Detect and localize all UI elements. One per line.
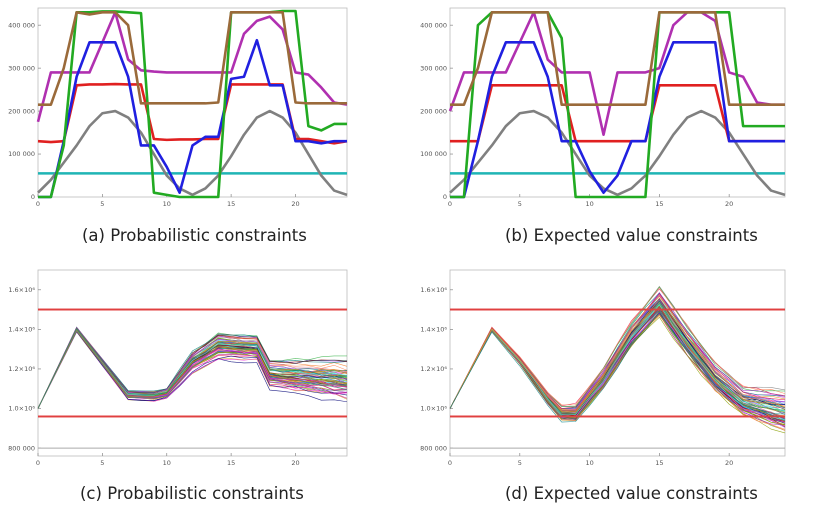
x-tick-label: 10 xyxy=(163,200,171,208)
scenario-line xyxy=(449,295,786,412)
caption-d: (d) Expected value constraints xyxy=(505,484,758,503)
x-tick-label: 15 xyxy=(227,459,235,467)
caption-c: (c) Probabilistic constraints xyxy=(80,484,304,503)
scenario-line xyxy=(449,315,786,431)
scenario-line xyxy=(449,313,786,424)
y-tick-label: 400 000 xyxy=(8,21,35,29)
plot-frame xyxy=(37,269,348,457)
y-tick-label: 800 000 xyxy=(8,444,35,452)
y-tick-label: 100 000 xyxy=(8,150,35,158)
x-tick-label: 5 xyxy=(518,200,522,208)
scenario-line xyxy=(449,311,786,431)
y-tick-label: 1.2×10⁶ xyxy=(420,365,447,373)
scenario-line xyxy=(449,311,786,425)
x-tick-label: 10 xyxy=(585,459,593,467)
y-tick-label: 1.6×10⁶ xyxy=(8,286,35,294)
scenario-line xyxy=(449,312,786,428)
y-tick-label: 1.4×10⁶ xyxy=(420,326,447,334)
series-line xyxy=(449,109,786,197)
series-line xyxy=(450,41,785,199)
scenario-line xyxy=(37,327,348,409)
chart-c: 0 5 10 15 20 800 000 1.0×10⁶ 1.2×10⁶ 1.4×10⁶ 1.6×… xyxy=(8,269,348,467)
x-tick-label: 0 xyxy=(448,459,452,467)
scenario-line xyxy=(37,328,348,409)
x-tick-label: 5 xyxy=(100,459,104,467)
x-tick-label: 20 xyxy=(725,200,733,208)
y-tick-label: 400 000 xyxy=(420,21,447,29)
x-tick-label: 15 xyxy=(227,200,235,208)
y-tick-label: 300 000 xyxy=(8,64,35,72)
y-tick-label: 300 000 xyxy=(420,64,447,72)
x-tick-label: 20 xyxy=(291,459,299,467)
scenario-line xyxy=(37,331,348,409)
y-tick-label: 1.6×10⁶ xyxy=(420,286,447,294)
x-tick-label: 5 xyxy=(100,200,104,208)
x-tick-label: 0 xyxy=(36,459,40,467)
scenario-line xyxy=(37,329,348,409)
y-tick-label: 1.0×10⁶ xyxy=(420,405,447,413)
y-tick-label: 200 000 xyxy=(8,107,35,115)
scenario-line xyxy=(449,314,786,430)
series-line xyxy=(448,11,785,137)
y-tick-label: 800 000 xyxy=(420,444,447,452)
y-tick-label: 0 xyxy=(31,193,35,201)
plot-frame xyxy=(449,269,786,457)
series-line xyxy=(450,11,785,106)
x-tick-label: 0 xyxy=(448,200,452,208)
y-tick-label: 100 000 xyxy=(420,150,447,158)
scenario-line xyxy=(449,311,786,426)
scenario-line xyxy=(449,311,786,427)
series-line xyxy=(36,11,348,123)
x-tick-label: 5 xyxy=(518,459,522,467)
x-tick-label: 10 xyxy=(163,459,171,467)
y-tick-label: 1.4×10⁶ xyxy=(8,326,35,334)
scenario-line xyxy=(449,292,786,411)
scenario-line xyxy=(449,294,786,410)
series-line xyxy=(38,11,347,106)
chart-panel-a: 0 5 10 15 20 0 100 000 200 000 300 000 400 000 xyxy=(0,0,400,220)
x-tick-label: 15 xyxy=(655,459,663,467)
caption-a: (a) Probabilistic constraints xyxy=(82,226,307,245)
x-tick-label: 15 xyxy=(655,200,663,208)
chart-panel-c: 0 5 10 15 20 800 000 1.0×10⁶ 1.2×10⁶ 1.4×10⁶ 1.6×… xyxy=(0,262,400,472)
chart-panel-d: 0 5 10 15 20 800 000 1.0×10⁶ 1.2×10⁶ 1.4×10⁶ 1.6×… xyxy=(410,262,810,472)
chart-d: 0 5 10 15 20 800 000 1.0×10⁶ 1.2×10⁶ 1.4×10⁶ 1.6×… xyxy=(420,269,786,467)
series-line xyxy=(38,38,347,199)
scenario-line xyxy=(449,311,786,423)
plot-frame xyxy=(449,7,786,198)
x-tick-label: 0 xyxy=(36,200,40,208)
x-tick-label: 10 xyxy=(585,200,593,208)
scenario-line xyxy=(449,286,786,409)
y-tick-label: 0 xyxy=(443,193,447,201)
series-line xyxy=(38,9,347,199)
caption-b: (b) Expected value constraints xyxy=(505,226,758,245)
y-tick-label: 1.0×10⁶ xyxy=(8,405,35,413)
y-tick-label: 1.2×10⁶ xyxy=(8,365,35,373)
scenario-line xyxy=(449,304,786,420)
x-tick-label: 20 xyxy=(291,200,299,208)
scenario-line xyxy=(449,310,786,428)
x-tick-label: 20 xyxy=(725,459,733,467)
series-line xyxy=(37,109,348,197)
y-tick-label: 200 000 xyxy=(420,107,447,115)
chart-panel-b: 0 5 10 15 20 0 100 000 200 000 300 000 400 000 xyxy=(410,0,810,220)
